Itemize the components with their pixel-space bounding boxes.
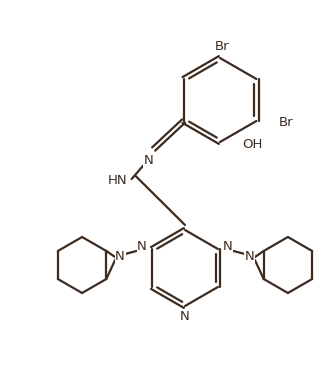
Text: OH: OH [242, 138, 262, 150]
Text: N: N [144, 154, 154, 166]
Text: Br: Br [215, 39, 229, 53]
Text: Br: Br [278, 116, 293, 130]
Text: N: N [115, 250, 125, 264]
Text: N: N [245, 250, 255, 264]
Text: N: N [223, 241, 233, 254]
Text: N: N [180, 311, 190, 323]
Text: HN: HN [108, 174, 128, 188]
Text: N: N [137, 241, 147, 254]
